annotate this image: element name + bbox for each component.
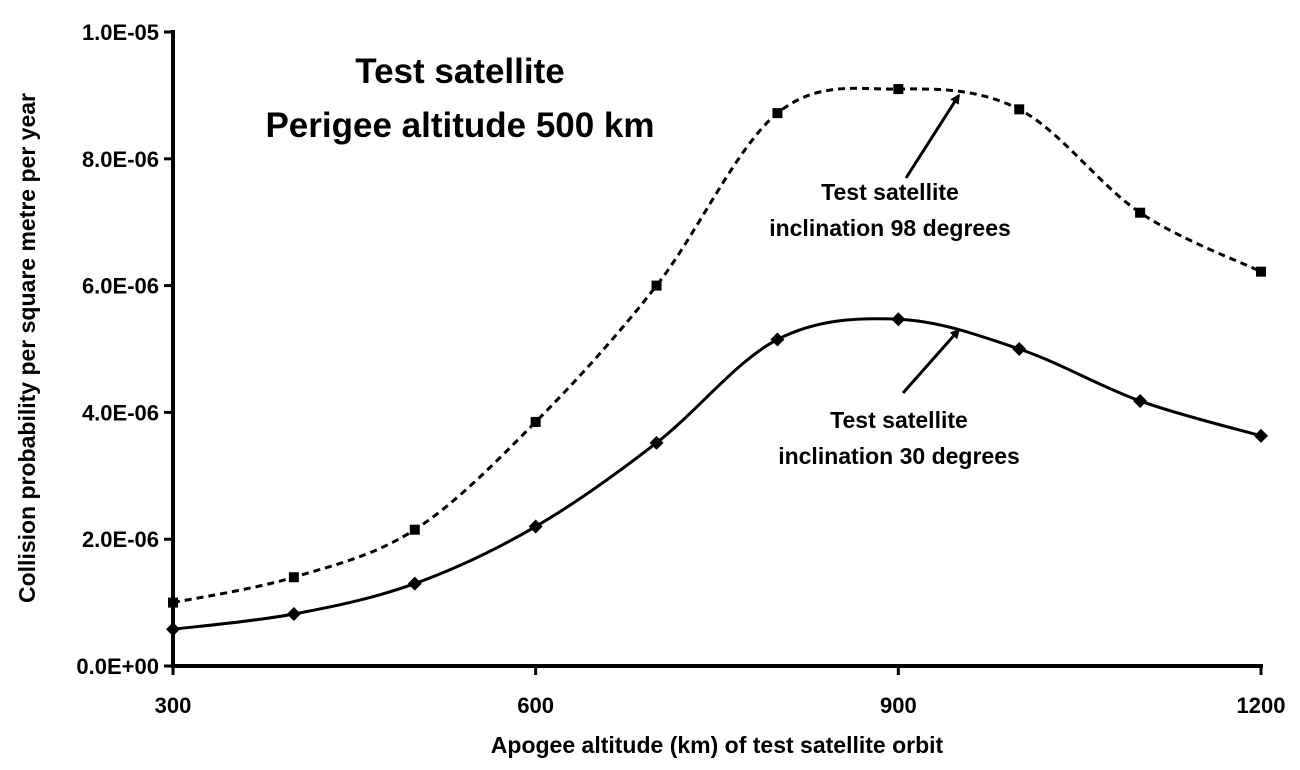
- data-point: [166, 622, 180, 637]
- data-point: [770, 332, 785, 347]
- data-point: [409, 524, 420, 535]
- annotation-arrow: [904, 93, 961, 179]
- y-tick-label: 0.0E+00: [76, 654, 159, 679]
- data-point: [1254, 428, 1268, 443]
- data-point: [891, 312, 906, 327]
- data-point: [1256, 266, 1266, 277]
- annotation-2: Test satellite inclination 30 degrees: [778, 328, 1020, 469]
- data-point: [407, 576, 422, 591]
- ticks: 0.0E+00 2.0E-06 4.0E-06 6.0E-06 8.0E-06 1.0E-…: [76, 20, 1285, 718]
- axes: [171, 30, 1263, 668]
- data-point: [288, 572, 299, 583]
- data-point: [168, 597, 178, 608]
- data-point: [528, 519, 543, 534]
- title-line: Perigee altitude 500 km: [265, 106, 654, 145]
- data-point: [651, 280, 662, 291]
- annotation-line: inclination 98 degrees: [769, 215, 1011, 241]
- y-tick-label: 4.0E-06: [82, 400, 159, 425]
- y-tick-label: 1.0E-05: [82, 20, 159, 45]
- data-point: [1133, 393, 1148, 408]
- series: [166, 84, 1268, 637]
- x-tick-label: 600: [517, 693, 554, 718]
- data-point: [649, 435, 664, 450]
- data-point: [530, 416, 541, 427]
- x-tick-label: 300: [155, 693, 192, 718]
- series-1: [168, 84, 1266, 608]
- y-tick-label: 6.0E-06: [82, 274, 159, 299]
- x-tick-label: 1200: [1237, 693, 1286, 718]
- annotation-arrow: [901, 328, 961, 394]
- y-axis-label: Collision probability per square metre p…: [14, 93, 40, 603]
- data-point: [1012, 342, 1027, 356]
- series-line: [172, 317, 1262, 631]
- annotation-1: Test satellite inclination 98 degrees: [769, 93, 1011, 241]
- title-line: Test satellite: [355, 52, 564, 91]
- y-tick-label: 2.0E-06: [82, 527, 159, 552]
- y-tick-label: 8.0E-06: [82, 147, 159, 172]
- data-point: [1135, 207, 1146, 218]
- data-point: [772, 108, 783, 119]
- annotation-line: inclination 30 degrees: [778, 443, 1020, 469]
- x-axis-label: Apogee altitude (km) of test satellite o…: [491, 732, 944, 758]
- annotation-line: Test satellite: [821, 179, 959, 205]
- annotation-line: Test satellite: [830, 407, 968, 433]
- data-point: [893, 84, 904, 95]
- data-point: [1014, 104, 1025, 115]
- series-2: [166, 312, 1268, 637]
- data-point: [286, 607, 301, 622]
- series-line: [172, 86, 1262, 605]
- x-tick-label: 900: [880, 693, 917, 718]
- title: Test satellite Perigee altitude 500 km: [265, 52, 654, 145]
